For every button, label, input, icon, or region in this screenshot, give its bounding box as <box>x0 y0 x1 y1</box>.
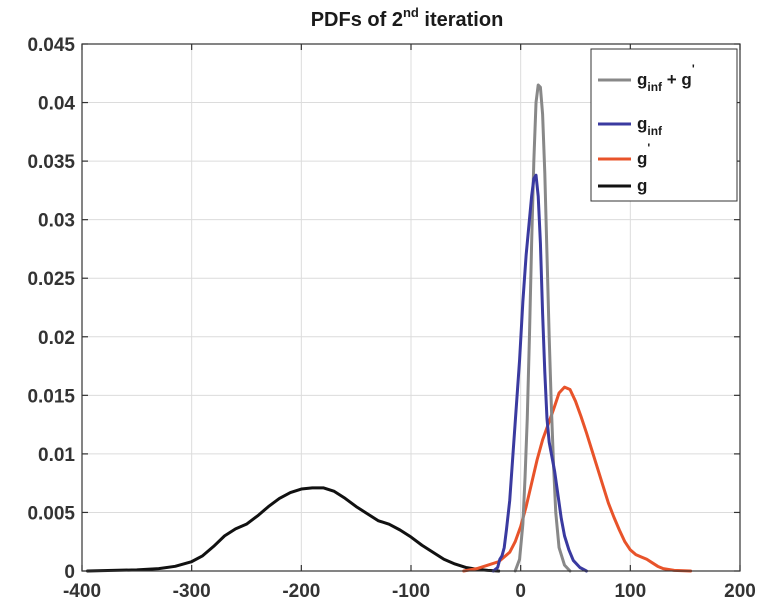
y-tick-label: 0.005 <box>27 503 75 524</box>
y-tick-label: 0.04 <box>38 94 75 115</box>
x-tick-label: -200 <box>282 581 320 602</box>
series-line-3 <box>85 486 501 573</box>
y-tick-label: 0.01 <box>38 445 75 466</box>
x-axis-tick-labels: -400 -300 -200 -100 0 100 200 <box>63 581 756 602</box>
y-tick-label: 0.015 <box>27 386 75 407</box>
y-axis-tick-labels: 0 0.005 0.01 0.015 0.02 0.025 0.03 0.035 0.04 0.0… <box>27 35 75 583</box>
legend-entry-3: g <box>637 176 647 195</box>
series-line-2 <box>462 385 693 573</box>
y-tick-label: 0.02 <box>38 328 75 349</box>
y-tick-label: 0.045 <box>27 35 75 56</box>
x-tick-label: -400 <box>63 581 101 602</box>
legend-entry-2: g' <box>637 141 650 168</box>
series-line-0 <box>513 83 572 573</box>
x-tick-label: 200 <box>724 581 756 602</box>
legend: ginf + g' ginf g' g <box>590 48 738 202</box>
legend-entry-0: ginf + g' <box>637 62 695 94</box>
x-tick-label: -300 <box>173 581 211 602</box>
y-tick-label: 0.025 <box>27 269 75 290</box>
chart-title: PDFs of 2nd iteration <box>311 5 504 31</box>
y-tick-label: 0 <box>64 562 75 583</box>
x-tick-label: 100 <box>614 581 646 602</box>
y-tick-label: 0.03 <box>38 211 75 232</box>
y-tick-label: 0.035 <box>27 152 75 173</box>
axis-ticks <box>81 43 741 572</box>
title-superscript: nd <box>403 5 419 20</box>
x-tick-label: -100 <box>392 581 430 602</box>
series-curves <box>85 83 693 573</box>
series-line-1 <box>491 173 588 573</box>
legend-entry-1: ginf <box>637 114 663 138</box>
x-tick-label: 0 <box>515 581 526 602</box>
